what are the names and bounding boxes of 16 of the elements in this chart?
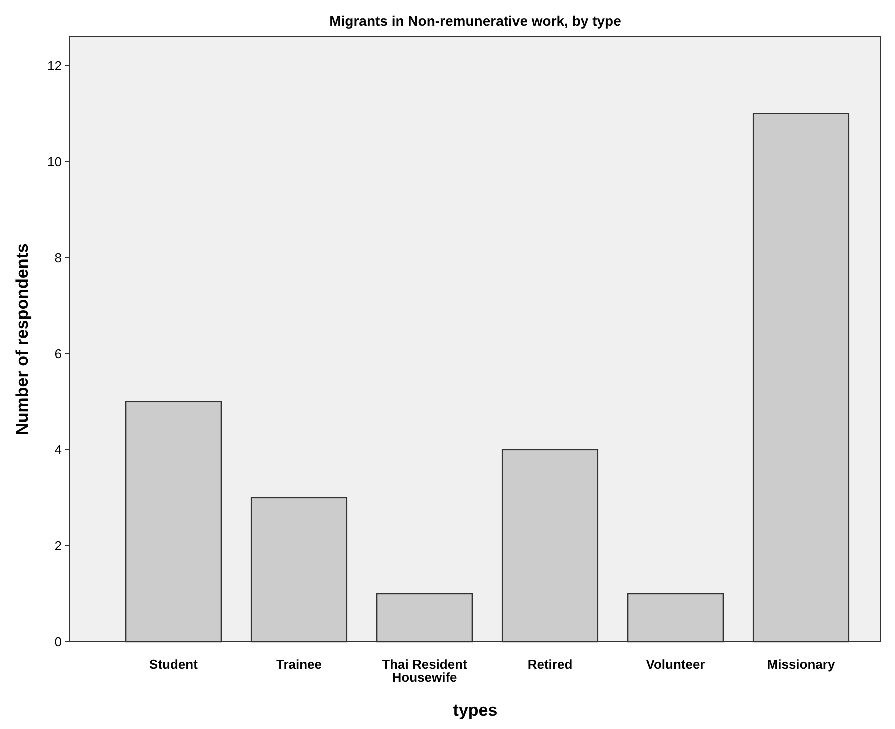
x-tick-label: Student: [150, 657, 199, 672]
chart-title: Migrants in Non-remunerative work, by type: [330, 13, 622, 29]
y-tick-label: 4: [54, 442, 62, 458]
y-tick-label: 2: [54, 538, 62, 554]
x-tick-label: Trainee: [276, 657, 322, 672]
x-tick-label: Volunteer: [646, 657, 706, 672]
y-tick-label: 8: [54, 250, 62, 266]
y-tick-label: 6: [54, 346, 62, 362]
y-tick-label: 12: [48, 58, 62, 74]
x-tick-label: Thai Resident Housewife: [382, 657, 468, 685]
x-tick-label: Retired: [528, 657, 573, 672]
x-axis-title: types: [453, 701, 498, 720]
x-tick-label: Missionary: [767, 657, 836, 672]
y-tick-label: 0: [54, 634, 62, 650]
y-tick-label: 10: [48, 154, 62, 170]
y-axis-title: Number of respondents: [13, 244, 32, 436]
